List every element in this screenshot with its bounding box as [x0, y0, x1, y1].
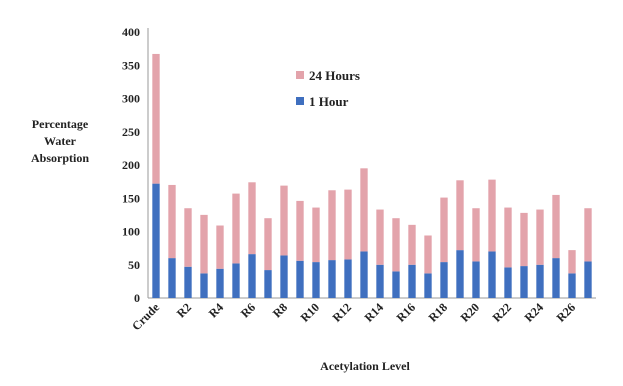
- bar-24-hours: [488, 179, 496, 252]
- bar-24-hours: [552, 194, 560, 259]
- bar-24-hours: [536, 209, 544, 265]
- bar-24-hours: [152, 53, 160, 184]
- x-tick-label: R18: [426, 300, 451, 325]
- y-axis-title-line: Percentage: [32, 117, 89, 131]
- x-tick-label: R16: [394, 300, 419, 325]
- bar-1-hour: [568, 273, 576, 298]
- bar-24-hours: [472, 208, 480, 262]
- y-tick-label: 250: [122, 125, 140, 139]
- bar-24-hours: [184, 208, 192, 267]
- bar-1-hour: [440, 262, 448, 298]
- bar-24-hours: [216, 225, 224, 269]
- bar-24-hours: [360, 168, 368, 252]
- bar-1-hour: [232, 263, 240, 298]
- bar-24-hours: [424, 235, 432, 274]
- bar-1-hour: [488, 251, 496, 298]
- bar-1-hour: [456, 250, 464, 298]
- x-tick-label: R20: [458, 300, 483, 325]
- y-axis-title-line: Absorption: [31, 151, 89, 165]
- y-tick-label: 200: [122, 158, 140, 172]
- bar-1-hour: [520, 266, 528, 298]
- bar-1-hour: [552, 258, 560, 298]
- bar-24-hours: [280, 185, 288, 256]
- bar-1-hour: [312, 262, 320, 298]
- x-tick-label: R22: [490, 300, 515, 325]
- x-tick-label: R14: [362, 300, 387, 325]
- y-tick-label: 0: [134, 291, 140, 305]
- bar-1-hour: [536, 264, 544, 298]
- legend-label: 1 Hour: [309, 94, 349, 109]
- y-axis-title: Percentage Water Absorption: [31, 117, 89, 165]
- x-tick-label: R26: [554, 300, 579, 325]
- bar-1-hour: [408, 264, 416, 298]
- bar-1-hour: [424, 273, 432, 298]
- bar-24-hours: [456, 180, 464, 251]
- y-axis: 0 50 100 150 200 250 300 350 400: [122, 25, 149, 305]
- x-tick-label: R2: [174, 300, 194, 320]
- x-tick-label: R8: [270, 300, 290, 320]
- bar-1-hour: [248, 254, 256, 298]
- bar-1-hour: [264, 270, 272, 298]
- y-tick-label: 400: [122, 25, 140, 39]
- y-tick-label: 350: [122, 58, 140, 72]
- bar-1-hour: [504, 267, 512, 298]
- bar-24-hours: [520, 212, 528, 267]
- x-tick-label: R24: [522, 300, 547, 325]
- bar-1-hour: [344, 259, 352, 298]
- legend-swatch: [296, 71, 304, 79]
- bar-24-hours: [248, 182, 256, 255]
- bar-24-hours: [392, 218, 400, 272]
- x-tick-label: R4: [206, 300, 226, 320]
- bar-1-hour: [216, 268, 224, 298]
- bar-1-hour: [200, 273, 208, 298]
- legend-label: 24 Hours: [309, 68, 360, 83]
- bar-24-hours: [344, 189, 352, 260]
- bar-24-hours: [504, 207, 512, 268]
- y-tick-label: 300: [122, 92, 140, 106]
- bar-24-hours: [264, 218, 272, 271]
- bar-24-hours: [200, 214, 208, 274]
- y-tick-label: 50: [128, 258, 140, 272]
- legend-swatch: [296, 97, 304, 105]
- bar-24-hours: [168, 184, 176, 259]
- x-axis: Crude R2 R4 R6 R8 R10 R12 R14 R16 R18 R20 R22 R24 R26: [129, 297, 596, 333]
- y-axis-title-line: Water: [44, 134, 77, 148]
- bar-24-hours: [232, 193, 240, 264]
- bar-1-hour: [152, 183, 160, 298]
- x-tick-label: R12: [330, 300, 355, 325]
- bar-24-hours: [584, 208, 592, 262]
- bar-1-hour: [184, 266, 192, 298]
- legend: 24 Hours 1 Hour: [296, 68, 360, 109]
- bar-1-hour: [584, 261, 592, 298]
- x-tick-label: R10: [298, 300, 323, 325]
- bar-1-hour: [392, 271, 400, 298]
- bar-24-hours: [568, 250, 576, 274]
- bar-1-hour: [280, 255, 288, 298]
- bars: [152, 53, 592, 298]
- bar-1-hour: [360, 251, 368, 298]
- bar-1-hour: [376, 264, 384, 298]
- bar-24-hours: [312, 207, 320, 263]
- bar-24-hours: [440, 197, 448, 263]
- bar-24-hours: [408, 224, 416, 265]
- bar-1-hour: [168, 258, 176, 298]
- y-tick-label: 100: [122, 225, 140, 239]
- bar-24-hours: [328, 190, 336, 261]
- y-tick-label: 150: [122, 191, 140, 205]
- bar-24-hours: [296, 200, 304, 261]
- x-axis-title: Acetylation Level: [320, 359, 410, 373]
- x-tick-label: R6: [238, 300, 258, 320]
- bar-1-hour: [328, 260, 336, 298]
- bar-1-hour: [296, 260, 304, 298]
- bar-24-hours: [376, 209, 384, 265]
- bar-1-hour: [472, 261, 480, 298]
